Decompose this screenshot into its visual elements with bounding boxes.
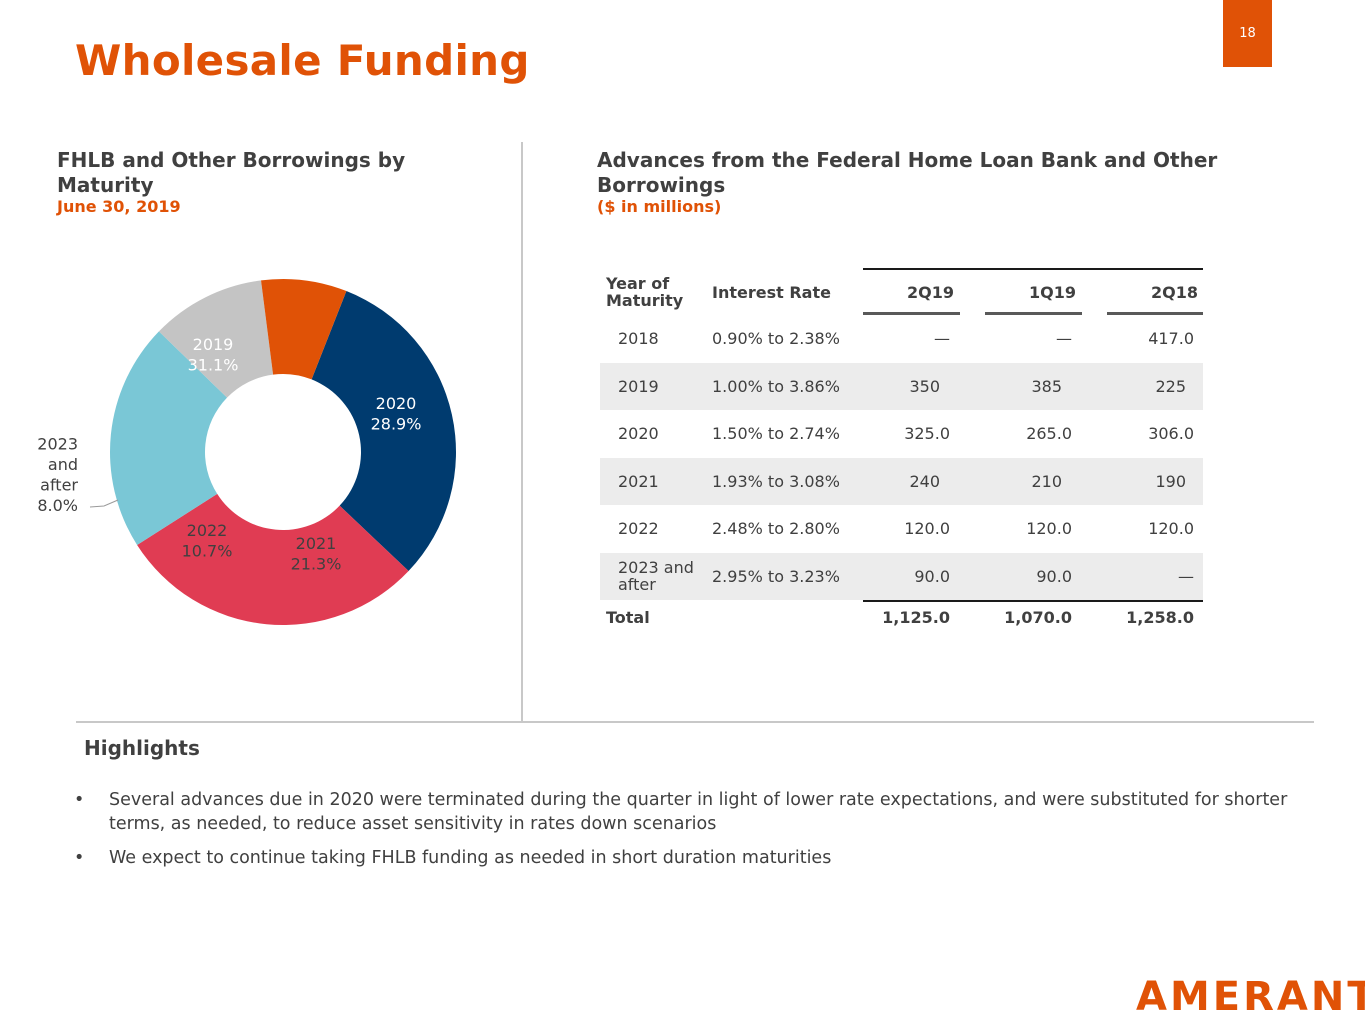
label-leader-line <box>89 499 119 508</box>
donut-slice-2022 <box>158 280 274 398</box>
total-2q19: 1,125.0 <box>882 607 950 627</box>
cell-1q19: — <box>1056 329 1072 349</box>
cell-1q19: 90.0 <box>1036 566 1072 586</box>
cell-2q18: 120.0 <box>1148 519 1194 539</box>
bullet-icon: • <box>74 848 85 868</box>
cell-2q19: 90.0 <box>914 566 950 586</box>
amerant-logo: AMERANT <box>1136 974 1365 1020</box>
total-rule <box>863 600 1203 602</box>
cell-1q19: 385 <box>1031 376 1062 396</box>
cell-year: 2022 <box>618 519 659 539</box>
cell-year: 2018 <box>618 329 659 349</box>
cell-rate: 1.50% to 2.74% <box>712 424 840 444</box>
donut-label-2021: 2021 21.3% <box>291 534 342 574</box>
cell-rate: 2.95% to 3.23% <box>712 566 840 586</box>
highlight-item: • We expect to continue taking FHLB fund… <box>74 846 1304 870</box>
cell-year: 2021 <box>618 471 659 491</box>
cell-1q19: 210 <box>1031 471 1062 491</box>
page-title: Wholesale Funding <box>75 36 530 85</box>
horizontal-divider <box>76 721 1314 723</box>
total-label: Total <box>606 607 650 627</box>
header-top-rule <box>863 268 1203 270</box>
cell-2q19: 350 <box>909 376 940 396</box>
borrowings-table: Year of Maturity Interest Rate 2Q19 1Q19… <box>600 268 1203 634</box>
table-subtitle: ($ in millions) <box>597 197 722 216</box>
cell-year: 2020 <box>618 424 659 444</box>
table-title: Advances from the Federal Home Loan Bank… <box>597 148 1218 197</box>
table-row: 2018 0.90% to 2.38% — — 417.0 <box>600 315 1203 363</box>
table-row: 2019 1.00% to 3.86% 350 385 225 <box>600 362 1203 410</box>
donut-slice-2021 <box>110 331 228 545</box>
cell-year: 2023 and after <box>618 558 694 595</box>
cell-rate: 1.93% to 3.08% <box>712 471 840 491</box>
donut-slice-2019 <box>311 291 456 571</box>
cell-2q19: 325.0 <box>904 424 950 444</box>
donut-slice-2020 <box>137 493 409 625</box>
donut-label-2022: 2022 10.7% <box>182 521 233 561</box>
highlights-list: • Several advances due in 2020 were term… <box>74 788 1304 880</box>
total-1q19: 1,070.0 <box>1004 607 1072 627</box>
cell-rate: 0.90% to 2.38% <box>712 329 840 349</box>
cell-2q18: — <box>1178 566 1194 586</box>
cell-2q18: 190 <box>1155 471 1186 491</box>
header-2q19: 2Q19 <box>907 283 954 302</box>
table-row: 2020 1.50% to 2.74% 325.0 265.0 306.0 <box>600 410 1203 458</box>
table-row: 2022 2.48% to 2.80% 120.0 120.0 120.0 <box>600 505 1203 553</box>
highlight-item: • Several advances due in 2020 were term… <box>74 788 1304 836</box>
chart-subtitle: June 30, 2019 <box>57 197 181 216</box>
cell-2q19: 120.0 <box>904 519 950 539</box>
chart-title: FHLB and Other Borrowings by Maturity <box>57 148 406 197</box>
vertical-divider <box>521 142 523 722</box>
maturity-donut-chart: 2019 31.1% 2020 28.9% 2021 21.3% 2022 10.7% 2023… <box>37 279 456 625</box>
header-1q19: 1Q19 <box>1029 283 1076 302</box>
cell-1q19: 120.0 <box>1026 519 1072 539</box>
bullet-icon: • <box>74 790 85 810</box>
cell-2q18: 306.0 <box>1148 424 1194 444</box>
total-2q18: 1,258.0 <box>1126 607 1194 627</box>
table-total-row: Total 1,125.0 1,070.0 1,258.0 <box>600 600 1203 634</box>
header-underline-2q19 <box>863 312 960 315</box>
highlights-title: Highlights <box>84 736 200 760</box>
header-underline-2q18 <box>1107 312 1203 315</box>
highlight-text: Several advances due in 2020 were termin… <box>109 790 1288 834</box>
cell-rate: 1.00% to 3.86% <box>712 376 840 396</box>
donut-label-2019: 2019 31.1% <box>188 335 239 375</box>
donut-slice-2023-and-after <box>261 279 347 380</box>
page-number: 18 <box>1223 0 1272 67</box>
table-row: 2023 and after 2.95% to 3.23% 90.0 90.0 … <box>600 552 1203 600</box>
cell-2q19: — <box>934 329 950 349</box>
table-row: 2021 1.93% to 3.08% 240 210 190 <box>600 457 1203 505</box>
header-underline-1q19 <box>985 312 1082 315</box>
cell-2q18: 225 <box>1155 376 1186 396</box>
header-rate: Interest Rate <box>712 283 831 302</box>
cell-2q18: 417.0 <box>1148 329 1194 349</box>
cell-year: 2019 <box>618 376 659 396</box>
cell-rate: 2.48% to 2.80% <box>712 519 840 539</box>
cell-1q19: 265.0 <box>1026 424 1072 444</box>
cell-2q19: 240 <box>909 471 940 491</box>
header-year: Year of Maturity <box>606 274 684 310</box>
highlight-text: We expect to continue taking FHLB fundin… <box>109 848 832 868</box>
donut-label-2023-and-after: 2023 and after 8.0% <box>37 434 78 515</box>
donut-label-2020: 2020 28.9% <box>371 394 422 434</box>
header-2q18: 2Q18 <box>1151 283 1198 302</box>
table-header: Year of Maturity Interest Rate 2Q19 1Q19… <box>600 268 1203 315</box>
